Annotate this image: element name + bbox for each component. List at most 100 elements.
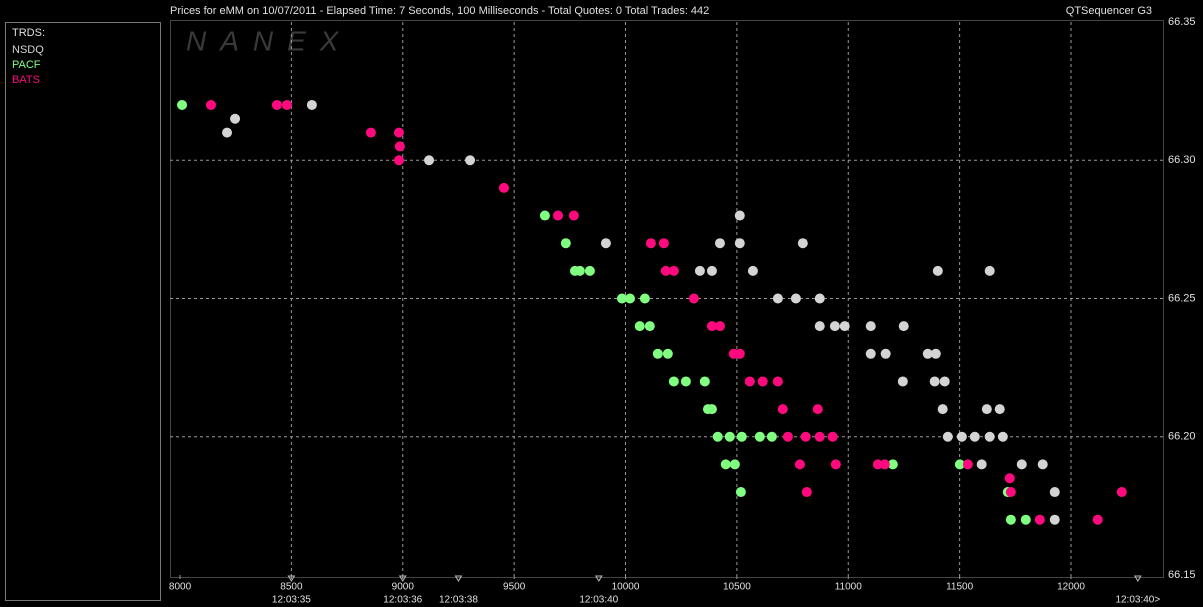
data-point — [814, 293, 825, 304]
data-point — [984, 265, 995, 276]
data-point — [658, 238, 669, 249]
data-point — [1092, 514, 1103, 525]
data-point — [766, 431, 777, 442]
data-point — [1016, 459, 1027, 470]
data-point — [922, 348, 933, 359]
x-tick-label: 10000 — [612, 582, 640, 593]
data-point — [365, 127, 376, 138]
data-point — [887, 459, 898, 470]
data-point — [734, 348, 745, 359]
x-tick-label: 9500 — [503, 582, 526, 593]
data-point — [560, 238, 571, 249]
data-point — [814, 431, 825, 442]
data-point — [688, 293, 699, 304]
data-point — [660, 265, 671, 276]
time-label: 12:03:40> — [1115, 595, 1160, 606]
data-point — [747, 265, 758, 276]
data-point — [800, 431, 811, 442]
data-point — [790, 293, 801, 304]
data-point — [969, 431, 980, 442]
data-point — [393, 127, 404, 138]
y-tick-label: 66.20 — [1168, 431, 1196, 443]
data-point — [772, 293, 783, 304]
data-point — [498, 182, 509, 193]
data-point — [1004, 473, 1015, 484]
data-point — [937, 404, 948, 415]
data-point — [616, 293, 627, 304]
data-point — [306, 99, 317, 110]
data-point — [230, 113, 241, 124]
y-tick-label: 66.30 — [1168, 154, 1196, 166]
data-point — [714, 238, 725, 249]
legend-entry: BATS — [12, 74, 40, 86]
data-point — [744, 376, 755, 387]
data-point — [772, 376, 783, 387]
data-point — [962, 459, 973, 470]
data-point — [736, 431, 747, 442]
chart-title: Prices for eMM on 10/07/2011 - Elapsed T… — [170, 5, 709, 17]
data-point — [393, 155, 404, 166]
data-point — [794, 459, 805, 470]
data-point — [1005, 514, 1016, 525]
time-marker — [287, 575, 296, 582]
data-point — [1037, 459, 1048, 470]
data-point — [1116, 487, 1127, 498]
data-point — [222, 127, 233, 138]
data-point — [694, 265, 705, 276]
data-point — [281, 99, 292, 110]
data-point — [574, 265, 585, 276]
data-point — [539, 210, 550, 221]
data-point — [872, 459, 883, 470]
data-point — [568, 210, 579, 221]
data-point — [662, 348, 673, 359]
data-point — [929, 376, 940, 387]
legend-entry: NSDQ — [12, 44, 44, 56]
data-point — [735, 487, 746, 498]
data-point — [1020, 514, 1031, 525]
data-point — [600, 238, 611, 249]
time-marker — [1133, 575, 1142, 582]
time-marker — [454, 575, 463, 582]
data-point — [898, 321, 909, 332]
data-point — [720, 459, 731, 470]
y-tick-label: 66.35 — [1168, 16, 1196, 28]
data-point — [777, 404, 788, 415]
data-point — [699, 376, 710, 387]
data-point — [624, 293, 635, 304]
data-point — [939, 376, 950, 387]
y-tick-label: 66.15 — [1168, 569, 1196, 581]
data-point — [712, 431, 723, 442]
data-point — [812, 404, 823, 415]
time-marker — [594, 575, 603, 582]
data-point — [645, 238, 656, 249]
data-point — [714, 321, 725, 332]
x-tick-label: 11500 — [946, 582, 974, 593]
data-point — [553, 210, 564, 221]
data-point — [680, 376, 691, 387]
data-point — [1005, 487, 1016, 498]
x-tick-label: 11000 — [835, 582, 863, 593]
time-marker — [398, 575, 407, 582]
x-tick-label: 12000 — [1057, 582, 1085, 593]
data-point — [734, 210, 745, 221]
time-label: 12:03:40 — [579, 595, 618, 606]
data-point — [997, 431, 1008, 442]
data-point — [1049, 514, 1060, 525]
data-point — [271, 99, 282, 110]
data-point — [1049, 487, 1060, 498]
data-point — [177, 99, 188, 110]
x-tick-label: 8500 — [280, 582, 303, 593]
x-tick-label: 9000 — [392, 582, 415, 593]
data-point — [706, 404, 717, 415]
data-point — [865, 348, 876, 359]
data-point — [956, 431, 967, 442]
data-point — [942, 431, 953, 442]
data-point — [706, 265, 717, 276]
data-point — [652, 348, 663, 359]
data-point — [827, 431, 838, 442]
data-point — [984, 431, 995, 442]
data-point — [668, 265, 679, 276]
time-label: 12:03:38 — [439, 595, 478, 606]
